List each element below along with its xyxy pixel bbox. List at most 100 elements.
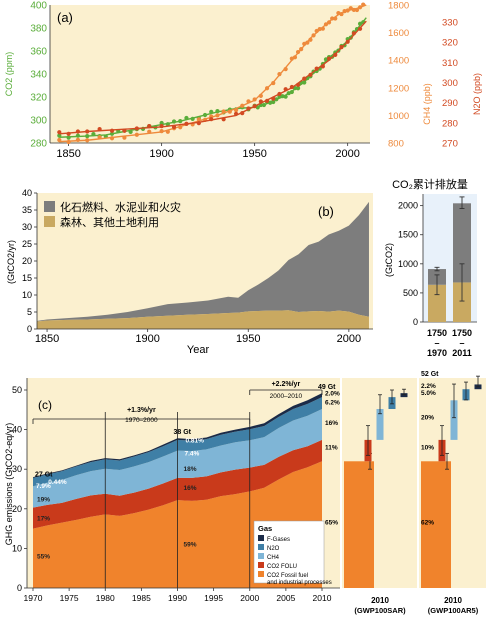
n2o-point (320, 64, 325, 69)
ar5-group-year: 2010 (444, 596, 462, 605)
cumulative-land-bar (453, 282, 471, 322)
pct-label-ar5: 5.0% (421, 390, 436, 397)
ch4-point (66, 139, 71, 145)
pct-label-1990: 16% (184, 485, 197, 492)
cumulative-y-tick-label: 2000 (398, 201, 418, 211)
panel-b-y-tick-label: 30 (22, 222, 32, 232)
cumulative-y-tick-label: 0 (413, 317, 418, 327)
co2-point (289, 89, 294, 95)
n2o-point (271, 96, 276, 101)
ch4-point (348, 6, 353, 11)
co2-point (75, 133, 81, 138)
cumulative-fossil-bar (453, 203, 471, 283)
n2o-point (85, 129, 90, 134)
panel-c-y-tick-label: 0 (17, 583, 22, 593)
n2o-point (147, 123, 152, 129)
pct-label-1990: 18% (184, 466, 197, 473)
panel-c-x-tick-label: 2000 (240, 593, 259, 603)
panel-c-x-tick-label: 2005 (276, 593, 295, 603)
ch4-point (178, 125, 183, 130)
co2-tick-label: 320 (30, 93, 47, 104)
panel-c: 0 10 20 30 40 50 1970 1975 1980 1985 1990 1995 2000 2… (4, 371, 486, 615)
panel-b: 0 5 10 15 20 25 30 35 40 1850 1900 1950 2000 (b) 化石燃… (6, 177, 477, 358)
total-1990: 38 Gt (174, 429, 192, 436)
ch4-point (333, 16, 338, 21)
n2o-point (302, 76, 307, 81)
n2o-point (339, 45, 344, 50)
n2o-point (345, 39, 350, 44)
stacked-bar-segment (421, 461, 451, 588)
ch4-point (165, 129, 170, 134)
cumulative-category-label: – (459, 338, 464, 348)
sar-group-year: 2010 (371, 596, 389, 605)
ch4-point (75, 137, 81, 142)
n2o-point (333, 52, 338, 57)
ch4-point (221, 109, 226, 114)
panel-a-label: (a) (57, 10, 73, 25)
stacked-bar-segment (344, 461, 374, 588)
n2o-point (264, 98, 270, 103)
ch4-point (252, 97, 257, 102)
panel-c-x-tick-label: 1990 (168, 593, 187, 603)
legend-swatch-fossil (44, 201, 55, 212)
panel-b-label: (b) (318, 204, 334, 219)
panel-c-x-tick-label: 1975 (60, 593, 79, 603)
cumulative-category-label: 1750 (452, 328, 472, 338)
panel-c-x-tick-label: 1970 (24, 593, 43, 603)
ch4-point (246, 99, 251, 104)
ar5-group-metric: (GWP100AR5) (428, 606, 479, 615)
pct-label-1970: 17% (37, 516, 50, 523)
legend-swatch (258, 562, 264, 568)
total-ar5: 52 Gt (421, 371, 439, 378)
co2-point (178, 119, 183, 124)
n2o-point (66, 131, 71, 136)
total-2010: 49 Gt (318, 384, 336, 391)
panel-b-xlabel: Year (187, 344, 210, 356)
ch4-point (196, 117, 201, 122)
n2o-point (258, 99, 263, 104)
ch4-axis-label: CH4 (ppb) (422, 83, 432, 125)
panel-b-x-tick-label: 1900 (135, 333, 159, 345)
legend-swatch (258, 571, 264, 577)
legend-label-land: 森林、其他土地利用 (60, 215, 159, 229)
land-use-emissions-area (37, 310, 369, 329)
co2-tick-label: 280 (30, 139, 47, 150)
n2o-tick-label: 310 (442, 58, 458, 69)
ch4-tick-label: 1000 (388, 111, 409, 122)
legend-label: CO2 FOLU (267, 564, 297, 570)
panel-b-x-tick-label: 1950 (236, 333, 260, 345)
ch4-point (320, 26, 325, 31)
n2o-tick-label: 330 (442, 18, 458, 29)
n2o-point (57, 130, 62, 135)
pct-label-2010: 6.2% (325, 399, 340, 406)
n2o-point (97, 127, 102, 132)
fossil-emissions-area (37, 201, 369, 322)
panel-b-y-tick-label: 0 (27, 324, 32, 334)
ch4-tick-label: 1400 (388, 56, 409, 67)
n2o-point (109, 128, 115, 133)
ch4-point (314, 28, 319, 34)
co2-point (190, 116, 195, 121)
total-1970: 27 Gt (35, 471, 53, 478)
ch4-point (109, 136, 115, 141)
ch4-point (326, 20, 332, 25)
ch4-point (85, 138, 90, 143)
cumulative-category-label: – (434, 338, 439, 348)
n2o-point (75, 129, 81, 134)
pct-label-2010: 2.0% (325, 391, 340, 398)
ch4-tick-label: 1800 (388, 1, 409, 12)
growth-rate-2000-2010: +2.2%/yr (272, 381, 301, 388)
pct-label-2010: 16% (325, 420, 338, 427)
ch4-point (277, 72, 282, 77)
n2o-point (308, 72, 313, 77)
ch4-point (351, 7, 356, 13)
co2-point (209, 109, 214, 114)
ch4-point (339, 11, 344, 17)
ch4-point (147, 129, 152, 134)
co2-axis-label: CO2 (ppm) (4, 52, 14, 97)
co2-tick-label: 360 (30, 47, 47, 58)
n2o-point (122, 128, 127, 133)
panel-c-y-tick-label: 50 (12, 385, 22, 395)
n2o-point (134, 126, 139, 131)
growth-rate-1970-2000: +1.3%/yr (127, 407, 156, 414)
